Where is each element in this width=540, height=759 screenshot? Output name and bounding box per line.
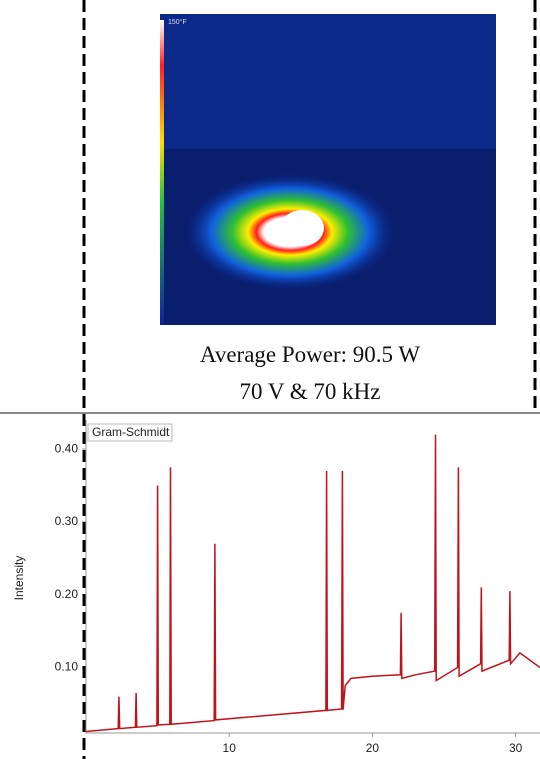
y-tick-label: 0.30 bbox=[55, 514, 79, 528]
x-tick-label: 20 bbox=[366, 741, 380, 755]
plot: Gram-Schmidt Intensity 0.10 0.20 0.30 0.40 1… bbox=[12, 420, 540, 755]
scale-label: 150°F bbox=[168, 18, 187, 26]
hot-core bbox=[280, 210, 324, 246]
caption: 70 V & 70 kHz bbox=[240, 379, 381, 404]
title-box bbox=[87, 423, 173, 442]
caption: Average Power: 90.5 W bbox=[200, 342, 420, 367]
x-tick-label: 10 bbox=[223, 741, 237, 755]
y-tick-label: 0.10 bbox=[55, 660, 79, 674]
thermal-background bbox=[160, 14, 496, 149]
y-tick-label: 0.40 bbox=[55, 441, 79, 455]
x-tick-label: 30 bbox=[509, 741, 523, 755]
chart-title: Gram-Schmidt bbox=[92, 425, 170, 439]
color-scale bbox=[160, 20, 164, 325]
y-axis-label: Intensity bbox=[12, 556, 26, 601]
y-tick-label: 0.20 bbox=[55, 587, 79, 601]
data-line bbox=[85, 434, 540, 733]
